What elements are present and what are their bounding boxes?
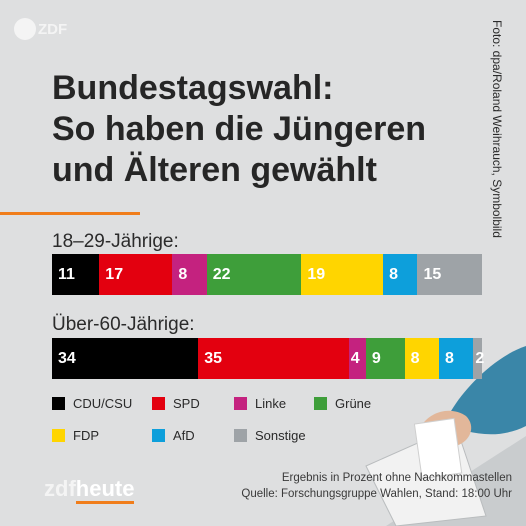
data-label: 35 [204, 349, 222, 367]
group-label: 18–29-Jährige: [52, 231, 179, 252]
stacked-bar: 11 17 8 22 19 8 15 [52, 254, 482, 295]
legend-item: CDU/CSU [52, 396, 132, 411]
data-label: 19 [307, 265, 326, 283]
zdf-logo-text: ZDF [38, 20, 68, 38]
legend-label: Linke [255, 396, 287, 411]
legend-item: Grüne [314, 396, 371, 411]
data-label: 34 [58, 349, 76, 367]
legend-swatch [52, 429, 65, 442]
legend-label: SPD [173, 396, 200, 411]
bar-segment: 8 [438, 338, 474, 379]
legend-label: CDU/CSU [73, 396, 133, 411]
bar-segment: 9 [365, 338, 405, 379]
bar-segment: 35 [198, 338, 349, 379]
data-label: 2 [475, 349, 485, 367]
data-label: 8 [444, 349, 454, 367]
legend-item: Sonstige [234, 428, 306, 443]
footer-note: Ergebnis in Prozent ohne Nachkommastelle… [241, 470, 512, 502]
data-label: 15 [423, 265, 442, 283]
bar-segment: 22 [206, 254, 302, 295]
legend-label: Grüne [335, 396, 372, 411]
zdf-logo: ZDF [14, 18, 67, 40]
legend-swatch [234, 429, 247, 442]
bar-segment: 2 [473, 338, 485, 379]
legend-item: AfD [152, 428, 195, 443]
bar-segment: 8 [404, 338, 439, 379]
legend-swatch [152, 429, 165, 442]
data-label: 4 [350, 349, 360, 367]
zdfheute-logo: zdfheute [44, 476, 135, 504]
bar-segment: 8 [383, 254, 418, 295]
bar-segment: 17 [99, 254, 173, 295]
bar-segment: 19 [301, 254, 384, 295]
ballot-hand-illustration [365, 346, 526, 526]
legend-label: Sonstige [255, 428, 306, 443]
zdfheute-logo-heute: heute [75, 476, 135, 504]
legend-swatch [152, 397, 165, 410]
bar-segment: 4 [348, 338, 366, 379]
group-label: Über-60-Jährige: [52, 314, 195, 335]
legend-item: SPD [152, 396, 200, 411]
data-label: 9 [371, 349, 381, 367]
legend-swatch [314, 397, 327, 410]
legend-label: FDP [73, 428, 99, 443]
stacked-bar: 34 35 4 9 8 8 2 [52, 338, 485, 379]
data-label: 8 [389, 265, 398, 283]
data-label: 22 [212, 265, 231, 283]
data-label: 17 [105, 265, 124, 283]
chart-title: Bundestagswahl: So haben die Jüngeren un… [52, 69, 427, 189]
legend-swatch [234, 397, 247, 410]
footer-source: Quelle: Forschungsgruppe Wahlen, Stand: … [241, 488, 512, 500]
legend-swatch [52, 397, 65, 410]
data-label: 11 [58, 265, 75, 283]
footer-note-line1: Ergebnis in Prozent ohne Nachkommastelle… [281, 472, 512, 484]
legend-item: Linke [234, 396, 286, 411]
bar-segment: 15 [417, 254, 482, 295]
legend-item: FDP [52, 428, 99, 443]
legend-label: AfD [173, 428, 195, 443]
photo-credit: Foto: dpa/Roland Weihrauch, Symbolbild [490, 20, 504, 238]
zdf-logo-mark [14, 18, 36, 40]
bar-segment: 34 [52, 338, 199, 379]
accent-line [0, 212, 140, 215]
bar-segment: 8 [172, 254, 207, 295]
data-label: 8 [410, 349, 420, 367]
data-label: 8 [178, 265, 188, 283]
zdfheute-logo-zdf: zdf [44, 476, 76, 501]
bar-segment: 11 [52, 254, 100, 295]
